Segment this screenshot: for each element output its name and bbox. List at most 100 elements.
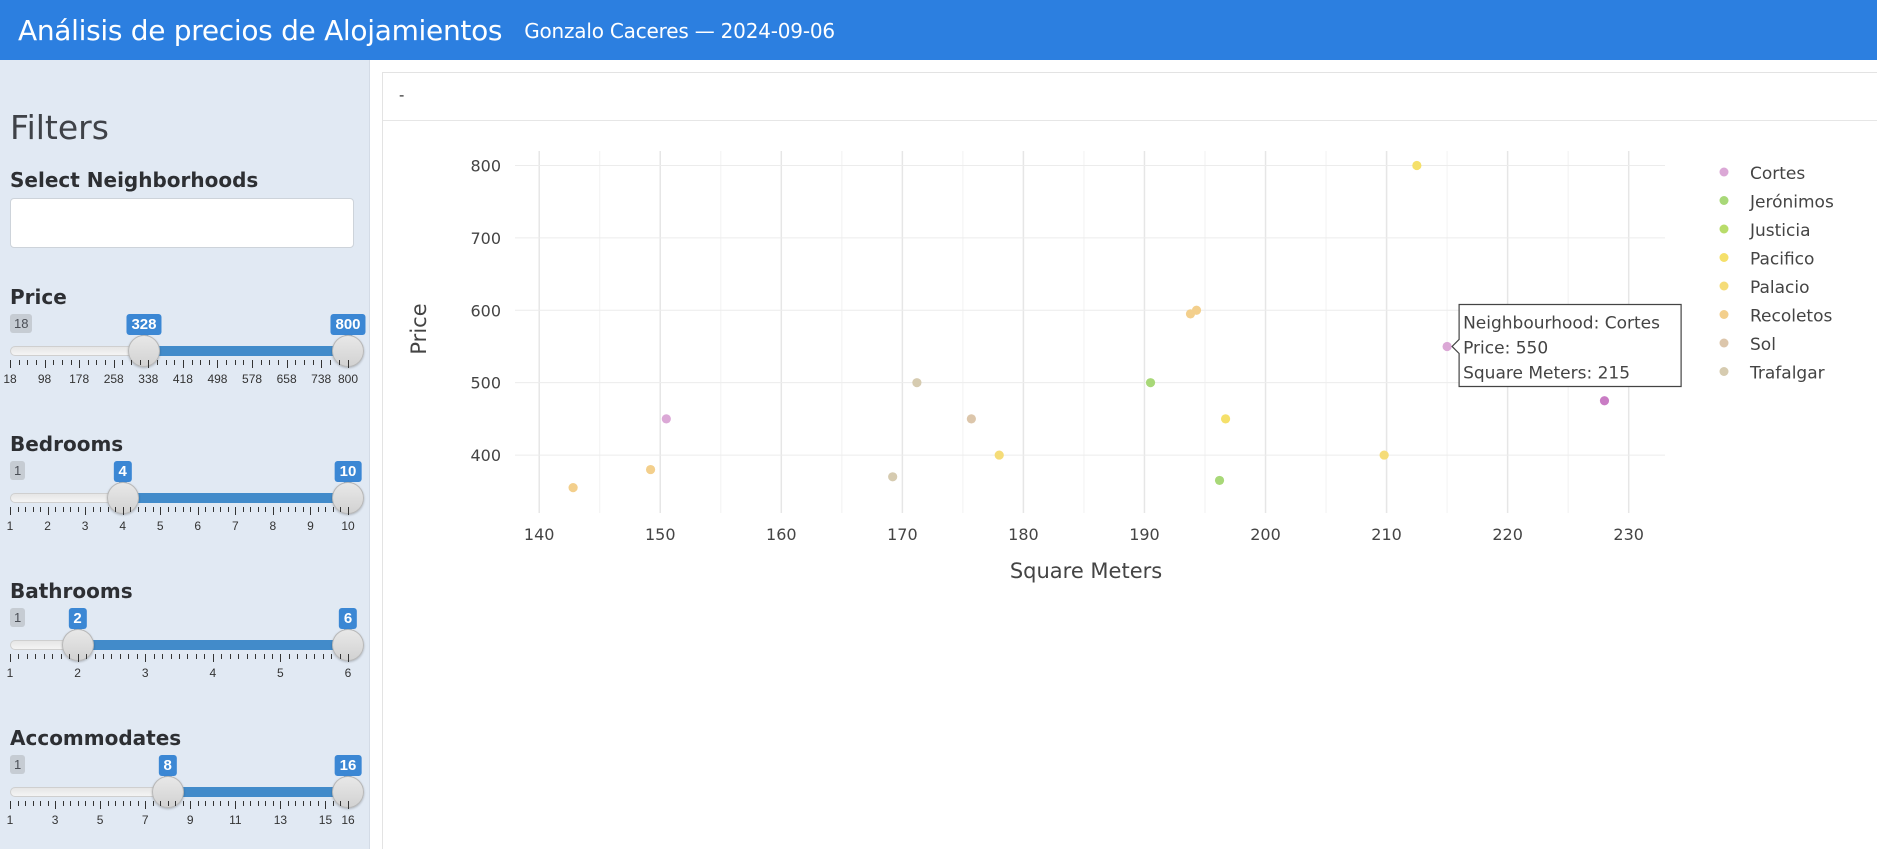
data-point[interactable]	[1145, 378, 1156, 388]
slider-high-handle[interactable]	[332, 776, 364, 808]
legend-item[interactable]: Cortes	[1750, 164, 1805, 184]
slider-minor-tick	[212, 507, 214, 512]
slider-minor-tick	[295, 360, 297, 365]
accommodates-slider[interactable]: 1 8 16 1 3 5 7 9 11 13 15 16	[6, 755, 364, 865]
slider-tick	[122, 507, 124, 515]
slider-minor-tick	[229, 654, 231, 659]
slider-minor-tick	[70, 801, 72, 806]
data-point[interactable]	[1191, 305, 1202, 315]
legend-item[interactable]: Palacio	[1750, 278, 1810, 298]
slider-minor-tick	[119, 654, 121, 659]
legend-swatch[interactable]	[1719, 281, 1729, 291]
legend-item[interactable]: Justicia	[1749, 221, 1811, 241]
neighborhoods-select[interactable]	[10, 198, 354, 248]
slider-low-badge: 4	[113, 461, 132, 487]
main-panel: - 140 150 160 170 180 190 200 210 220 230 400 500 60…	[382, 72, 1877, 849]
slider-minor-tick	[167, 801, 169, 806]
legend-item[interactable]: Jerónimos	[1749, 193, 1834, 213]
data-point[interactable]	[966, 414, 976, 424]
slider-minor-tick	[153, 654, 155, 659]
legend-swatch[interactable]	[1719, 167, 1729, 177]
data-point[interactable]	[1412, 160, 1422, 171]
slider-minor-tick	[179, 654, 180, 659]
slider-minor-tick	[175, 801, 177, 806]
data-point[interactable]	[568, 483, 578, 493]
slider-tick-label: 9	[186, 813, 194, 827]
slider-minor-tick	[227, 507, 229, 512]
slider-minor-tick	[302, 507, 304, 512]
data-point[interactable]	[912, 378, 922, 388]
slider-minor-tick	[265, 507, 267, 512]
slider-tick-label: 9	[307, 519, 314, 533]
slider-minor-tick	[160, 801, 162, 806]
slider-minor-tick	[145, 507, 147, 512]
slider-minor-tick	[32, 801, 34, 806]
slider-minor-tick	[130, 507, 132, 512]
data-point[interactable]	[661, 414, 671, 424]
slider-minor-tick	[271, 654, 273, 659]
slider-minor-tick	[70, 507, 72, 512]
legend-item[interactable]: Recoletos	[1750, 307, 1833, 327]
neighborhoods-label: Select Neighborhoods	[10, 168, 259, 192]
slider-minor-tick	[107, 507, 109, 512]
legend-swatch[interactable]	[1719, 253, 1729, 262]
slider-tick-label: 1	[6, 813, 14, 827]
data-point[interactable]	[1214, 475, 1225, 486]
slider-tick-label: 98	[37, 372, 52, 386]
slider-minor-tick	[187, 654, 189, 659]
bedrooms-slider[interactable]: 1 4 10 1 2 3 4 5 6 7 8 9 10	[7, 461, 364, 571]
slider-minor-tick	[92, 801, 94, 806]
data-point[interactable]	[1442, 341, 1452, 352]
legend-swatch[interactable]	[1719, 310, 1729, 319]
slider-minor-tick	[43, 654, 45, 659]
data-point[interactable]	[645, 464, 656, 475]
legend-item[interactable]: Sol	[1750, 335, 1776, 355]
bathrooms-label: Bathrooms	[10, 579, 133, 603]
legend-item[interactable]: Pacifico	[1750, 250, 1814, 270]
slider-tick	[77, 654, 79, 662]
slider-tick	[348, 360, 349, 368]
data-point[interactable]	[1379, 450, 1389, 460]
slider-minor-tick	[305, 654, 307, 659]
slider-minor-tick	[200, 360, 202, 365]
slider-minor-tick	[257, 801, 259, 806]
price-slider[interactable]: 18 328 800 18 98 178 258 338 418 498 578 658 738 800	[3, 314, 366, 424]
legend-swatch[interactable]	[1719, 224, 1729, 234]
data-point[interactable]	[888, 472, 898, 482]
slider-minor-tick	[204, 654, 206, 659]
slider-tick-label: 2	[44, 519, 51, 533]
slider-low-handle[interactable]	[127, 335, 160, 367]
slider-tick-label: 5	[156, 519, 164, 533]
slider-tick-label: 6	[344, 666, 352, 680]
slider-minor-tick	[205, 507, 207, 512]
slider-tick-label: 5	[277, 666, 284, 680]
scatter-chart[interactable]: 140 150 160 170 180 190 200 210 220 230 400 500 600 7…	[383, 73, 1877, 850]
legend-swatch[interactable]	[1719, 196, 1729, 205]
slider-minor-tick	[47, 801, 49, 806]
legend-swatch[interactable]	[1719, 367, 1729, 376]
data-point[interactable]	[1599, 396, 1610, 406]
tooltip-line-square-meters: Square Meters: 215	[1463, 363, 1630, 383]
slider-minor-tick	[340, 801, 342, 806]
slider-tick-label: 338	[138, 372, 159, 386]
slider-tick-label: 418	[172, 372, 193, 386]
data-point[interactable]	[994, 450, 1004, 460]
slider-minor-tick	[302, 801, 304, 806]
slider-tick	[145, 654, 147, 662]
x-tick-label: 200	[1250, 525, 1281, 544]
slider-minor-tick	[314, 654, 316, 659]
legend-item[interactable]: Trafalgar	[1749, 364, 1825, 384]
slider-minor-tick	[277, 360, 279, 365]
slider-minor-tick	[152, 801, 154, 806]
slider-minor-tick	[55, 507, 57, 512]
legend-swatch[interactable]	[1719, 338, 1729, 348]
slider-tick-label: 11	[229, 813, 242, 827]
data-point[interactable]	[1220, 414, 1231, 424]
slider-tick	[160, 507, 162, 515]
slider-minor-tick	[260, 360, 262, 365]
slider-minor-tick	[17, 507, 19, 512]
slider-low-badge: 2	[68, 608, 87, 634]
bathrooms-slider[interactable]: 1 2 6 1 2 3 4 5 6	[7, 608, 364, 718]
slider-minor-tick	[317, 801, 319, 806]
slider-minor-tick	[257, 507, 259, 512]
